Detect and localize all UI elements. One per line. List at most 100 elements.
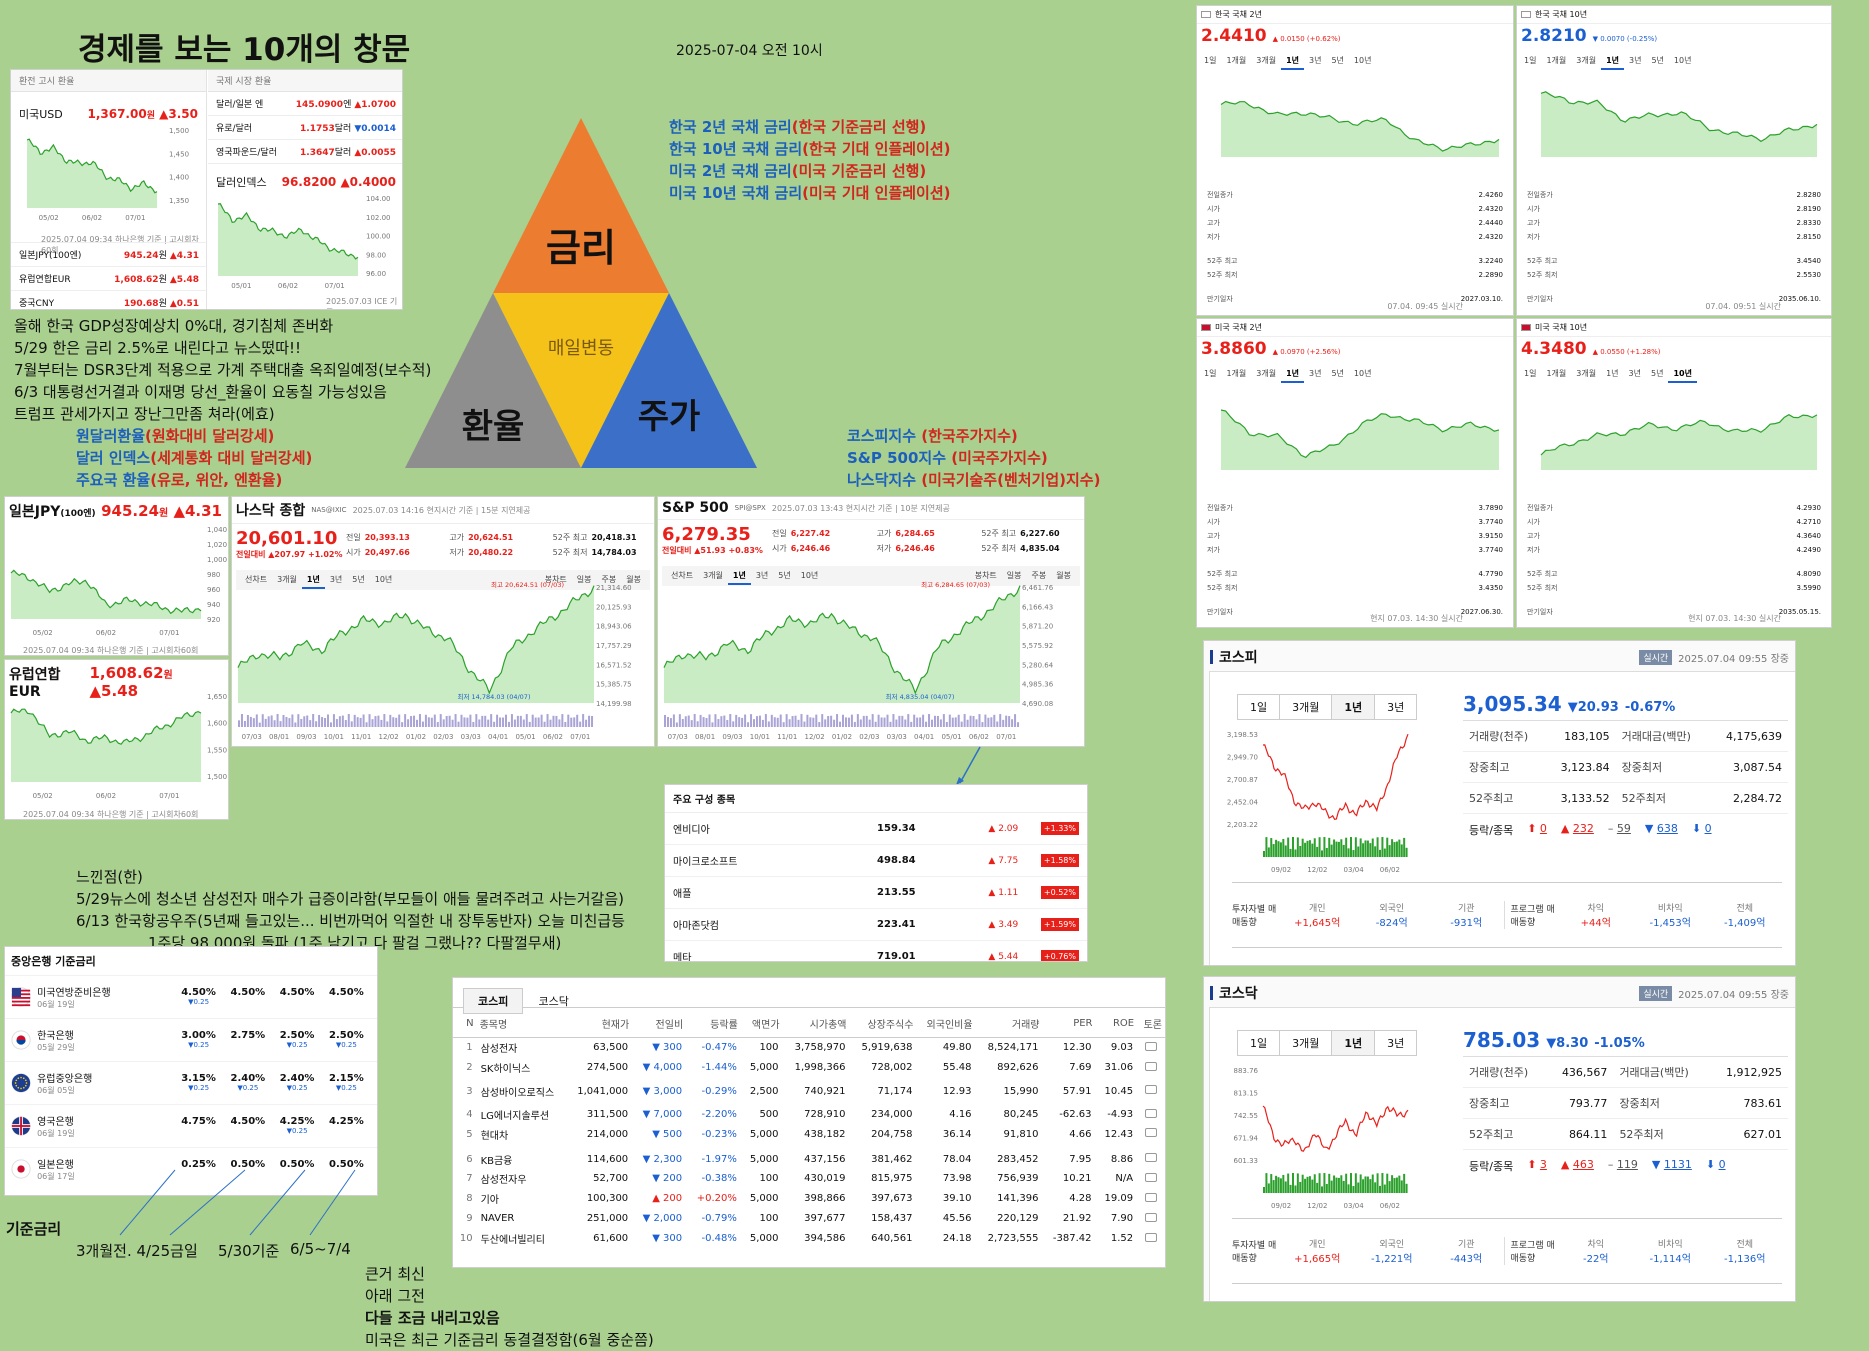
tab-kosdaq[interactable]: 코스닥	[538, 995, 569, 1008]
comment-icon[interactable]	[1145, 1232, 1158, 1242]
central-bank-row[interactable]: 일본은행 06월 17일 0.25% 0.50% 0.50% 0.50%	[5, 1147, 377, 1190]
bond-range-tab[interactable]: 5년	[1331, 56, 1344, 65]
index-candle-tab[interactable]: 주봉	[1031, 571, 1047, 580]
bond-range-tab[interactable]: 1개월	[1226, 369, 1247, 378]
stock-name[interactable]: SK하이닉스	[480, 1064, 531, 1075]
index-candle-tab[interactable]: 월봉	[1056, 571, 1071, 580]
table-row[interactable]: 7 삼성전자우 52,700 ▼ 200 -0.38% 100 430,019 815,975…	[453, 1169, 1165, 1189]
intl-rate-row[interactable]: 달러/일본 엔 145.0900엔 ▲1.0700	[208, 92, 402, 116]
index-range-tab[interactable]: 5년	[778, 571, 791, 580]
central-bank-row[interactable]: 유럽중앙은행 06월 05일 3.15% ▼0.25 2.40% ▼0.25 2.40% ▼0…	[5, 1061, 377, 1104]
bond-range-tab[interactable]: 10년	[1673, 56, 1692, 65]
table-row[interactable]: 9 NAVER 251,000 ▼ 2,000 -0.79% 100 397,677 158,…	[453, 1209, 1165, 1229]
index-range-tab[interactable]: 선차트	[245, 575, 268, 584]
bond-range-tab[interactable]: 5년	[1651, 56, 1664, 65]
bond-range-tab[interactable]: 1개월	[1546, 369, 1567, 378]
comment-icon[interactable]	[1145, 1153, 1158, 1162]
index-candle-tab[interactable]: 봉차트	[544, 575, 567, 584]
comment-icon[interactable]	[1145, 1108, 1158, 1118]
index-range-tab[interactable]: 10년	[800, 571, 819, 580]
comment-icon[interactable]	[1145, 1085, 1158, 1094]
bond-range-tab[interactable]: 1년	[1281, 53, 1305, 70]
intl-rate-row[interactable]: 유로/달러 1.1753달러 ▼0.0014	[208, 116, 402, 140]
index-range-tab[interactable]: 1년	[727, 568, 751, 585]
bond-range-tab[interactable]: 5년	[1331, 369, 1344, 378]
stock-name[interactable]: 현대차	[480, 1130, 509, 1142]
stock-name[interactable]: 삼성전자	[480, 1044, 518, 1056]
index-range-tab[interactable]: 5년	[352, 575, 365, 584]
central-bank-row[interactable]: 미국연방준비은행 06월 19일 4.50% ▼0.25 4.50% 4.50% 4.50%	[5, 975, 377, 1018]
component-row[interactable]: 마이크로소프트 498.84 ▲ 7.75 +1.58%	[665, 845, 1087, 877]
central-bank-row[interactable]: 영국은행 06월 19일 4.75% 4.50% 4.25% ▼0.25 4.25%	[5, 1104, 377, 1147]
index-range-tab[interactable]: 선차트	[671, 571, 694, 580]
stock-name[interactable]: 삼성바이오로직스	[480, 1087, 555, 1099]
bond-range-tab[interactable]: 3개월	[1576, 369, 1597, 378]
index-candle-tab[interactable]: 일봉	[1006, 571, 1022, 580]
comment-icon[interactable]	[1145, 1061, 1158, 1071]
index-candle-tab[interactable]: 주봉	[601, 575, 617, 584]
comment-icon[interactable]	[1145, 1172, 1158, 1182]
table-row[interactable]: 10 두산에너빌리티 61,600 ▼ 300 -0.48% 5,000 394,586 64…	[453, 1229, 1165, 1249]
bond-range-tab[interactable]: 1일	[1204, 369, 1217, 378]
index-range-tab[interactable]: 3년	[755, 571, 769, 580]
table-row[interactable]: 3 삼성바이오로직스 1,041,000 ▼ 3,000 -0.29% 2,500 740,…	[453, 1078, 1165, 1105]
bond-range-tab[interactable]: 1년	[1606, 369, 1619, 378]
bond-range-tab[interactable]: 1일	[1204, 56, 1217, 65]
stock-name[interactable]: LG에너지솔루션	[480, 1111, 550, 1122]
index-candle-tab[interactable]: 월봉	[626, 575, 641, 584]
table-row[interactable]: 5 현대차 214,000 ▼ 500 -0.23% 5,000 438,182 204,75…	[453, 1125, 1165, 1147]
stock-name[interactable]: 두산에너빌리티	[480, 1235, 545, 1246]
bond-range-tab[interactable]: 1개월	[1226, 56, 1247, 65]
intl-rate-row[interactable]: 영국파운드/달러 1.3647달러 ▲0.0055	[208, 140, 402, 164]
bond-range-tab[interactable]: 10년	[1668, 366, 1697, 383]
market-range-tab[interactable]: 3년	[1374, 1030, 1418, 1056]
market-range-tab[interactable]: 1년	[1331, 694, 1376, 720]
bond-range-tab[interactable]: 1개월	[1546, 56, 1567, 65]
bond-range-tab[interactable]: 1년	[1281, 366, 1305, 383]
comment-icon[interactable]	[1145, 1041, 1158, 1051]
comment-icon[interactable]	[1145, 1192, 1158, 1202]
component-row[interactable]: 메타 719.01 ▲ 5.44 +0.76%	[665, 941, 1087, 961]
index-range-tab[interactable]: 3개월	[703, 571, 723, 580]
bond-range-tab[interactable]: 3년	[1309, 369, 1322, 378]
stock-name[interactable]: 삼성전자우	[480, 1175, 527, 1186]
table-row[interactable]: 1 삼성전자 63,500 ▼ 300 -0.47% 100 3,758,970 5,919,…	[453, 1038, 1165, 1058]
index-range-tab[interactable]: 1년	[301, 572, 325, 589]
bond-range-tab[interactable]: 3개월	[1256, 369, 1277, 378]
market-range-tab[interactable]: 1일	[1237, 1030, 1281, 1056]
market-range-tab[interactable]: 1일	[1237, 694, 1281, 720]
market-range-tab[interactable]: 3개월	[1279, 694, 1333, 720]
index-range-tab[interactable]: 3년	[329, 575, 343, 584]
bond-range-tab[interactable]: 1년	[1601, 53, 1625, 70]
market-range-tab[interactable]: 3개월	[1279, 1030, 1333, 1056]
comment-icon[interactable]	[1145, 1212, 1158, 1222]
component-row[interactable]: 아마존닷컴 223.41 ▲ 3.49 +1.59%	[665, 909, 1087, 941]
component-row[interactable]: 애플 213.55 ▲ 1.11 +0.52%	[665, 877, 1087, 909]
bond-range-tab[interactable]: 1일	[1524, 369, 1537, 378]
fx-other-row[interactable]: 중국CNY 190.68원 ▲0.51	[11, 290, 207, 309]
bond-range-tab[interactable]: 1일	[1524, 56, 1537, 65]
component-row[interactable]: 엔비디아 159.34 ▲ 2.09 +1.33%	[665, 813, 1087, 845]
stock-name[interactable]: KB금융	[480, 1155, 513, 1167]
index-candle-tab[interactable]: 봉차트	[974, 571, 997, 580]
bond-range-tab[interactable]: 3년	[1309, 56, 1322, 65]
fx-other-row[interactable]: 일본JPY(100엔) 945.24원 ▲4.31	[11, 242, 207, 266]
index-range-tab[interactable]: 3개월	[277, 575, 297, 584]
market-range-tab[interactable]: 3년	[1374, 694, 1418, 720]
bond-range-tab[interactable]: 3년	[1629, 56, 1642, 65]
table-row[interactable]: 4 LG에너지솔루션 311,500 ▼ 7,000 -2.20% 500 728,910 2…	[453, 1105, 1165, 1125]
bond-range-tab[interactable]: 10년	[1353, 369, 1372, 378]
table-row[interactable]: 2 SK하이닉스 274,500 ▼ 4,000 -1.44% 5,000 1,998,36…	[453, 1058, 1165, 1078]
index-candle-tab[interactable]: 일봉	[576, 575, 592, 584]
bond-range-tab[interactable]: 3년	[1628, 369, 1641, 378]
table-row[interactable]: 8 기아 100,300 ▲ 200 +0.20% 5,000 398,866 397,673…	[453, 1189, 1165, 1209]
fx-other-row[interactable]: 유럽연합EUR 1,608.62원 ▲5.48	[11, 266, 207, 290]
stock-name[interactable]: 기아	[480, 1195, 499, 1206]
bond-range-tab[interactable]: 5년	[1650, 369, 1664, 378]
bond-range-tab[interactable]: 3개월	[1576, 56, 1597, 65]
tab-kospi[interactable]: 코스피	[463, 988, 524, 1014]
central-bank-row[interactable]: 한국은행 05월 29일 3.00% ▼0.25 2.75% 2.50% ▼0.25 2.50…	[5, 1018, 377, 1061]
table-row[interactable]: 6 KB금융 114,600 ▼ 2,300 -1.97% 5,000 437,156 381…	[453, 1146, 1165, 1169]
bond-range-tab[interactable]: 10년	[1353, 56, 1372, 65]
stock-name[interactable]: NAVER	[480, 1213, 515, 1224]
